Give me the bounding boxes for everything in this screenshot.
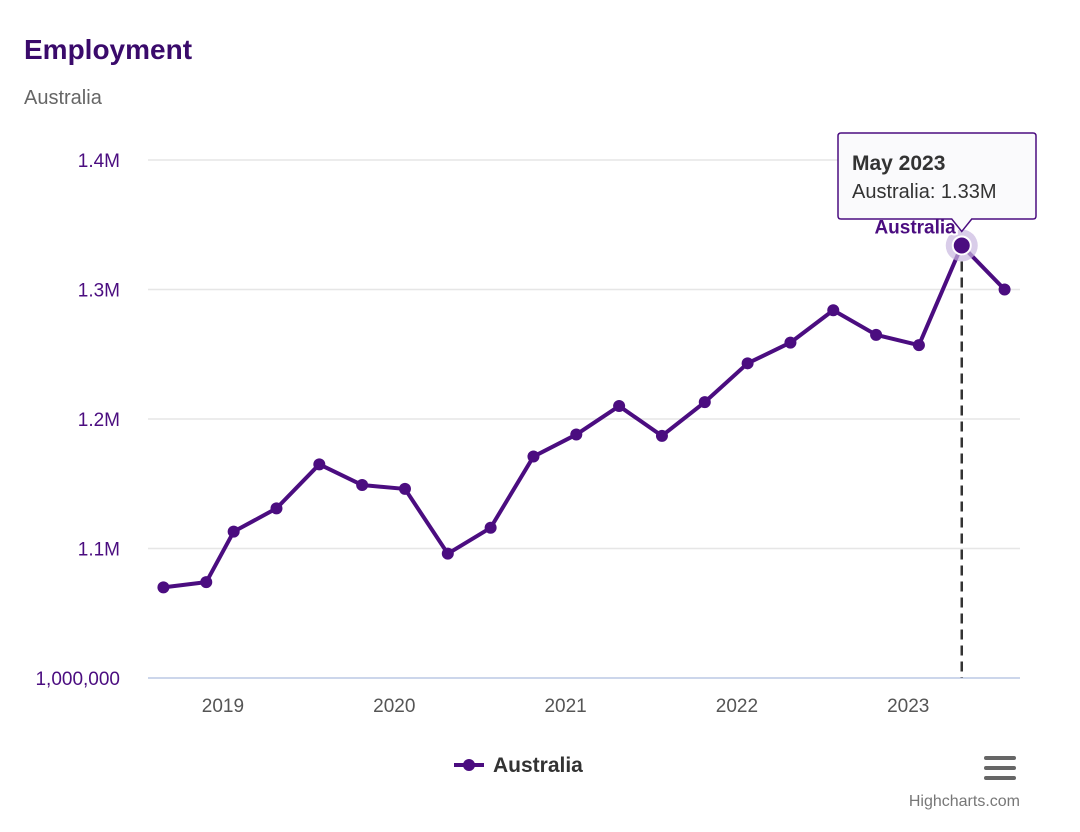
x-tick-label: 2020	[373, 696, 415, 717]
context-menu-button[interactable]	[980, 752, 1020, 784]
x-tick-label: 2022	[716, 696, 758, 717]
credits-link[interactable]: Highcharts.com	[909, 793, 1020, 810]
x-tick-label: 2019	[202, 696, 244, 717]
y-tick-label: 1.1M	[78, 540, 120, 561]
data-point[interactable]	[912, 339, 925, 352]
data-point[interactable]	[227, 525, 240, 538]
data-point[interactable]	[655, 429, 668, 442]
legend-item-australia[interactable]: Australia	[454, 754, 583, 777]
data-point[interactable]	[570, 428, 583, 441]
data-point[interactable]	[951, 235, 972, 256]
data-point[interactable]	[998, 283, 1011, 296]
y-tick-label: 1,000,000	[35, 669, 120, 690]
series-line[interactable]	[161, 243, 1007, 590]
menu-icon-bar	[984, 776, 1016, 780]
x-tick-label: 2023	[887, 696, 929, 717]
y-tick-label: 1.4M	[78, 151, 120, 172]
data-point[interactable]	[784, 336, 797, 349]
data-point[interactable]	[441, 547, 454, 560]
x-tick-label: 2021	[544, 696, 586, 717]
series-australia[interactable]: Australia	[157, 215, 1011, 594]
menu-icon-bar	[984, 756, 1016, 760]
legend-symbol-marker	[463, 759, 475, 771]
y-axis: 1,000,000 1.1M 1.2M 1.3M 1.4M	[35, 151, 120, 690]
data-point[interactable]	[313, 458, 326, 471]
chart-subtitle: Australia	[24, 87, 103, 109]
data-point[interactable]	[527, 450, 540, 463]
data-point[interactable]	[741, 357, 754, 370]
tooltip-title: May 2023	[852, 152, 945, 175]
y-tick-label: 1.2M	[78, 410, 120, 431]
chart-title: Employment	[24, 34, 192, 65]
data-point[interactable]	[613, 400, 626, 413]
data-label: Australia	[874, 217, 956, 238]
tooltip-box	[837, 132, 1037, 233]
menu-icon-bar	[984, 766, 1016, 770]
data-point[interactable]	[200, 576, 213, 589]
data-point[interactable]	[356, 479, 369, 492]
data-point[interactable]	[270, 502, 283, 515]
x-axis: 2019 2020 2021 2022 2023	[202, 696, 930, 717]
legend-label: Australia	[493, 754, 583, 777]
data-point[interactable]	[827, 304, 840, 317]
data-point[interactable]	[698, 396, 711, 409]
y-tick-label: 1.3M	[78, 281, 120, 302]
data-point[interactable]	[870, 328, 883, 341]
data-point[interactable]	[398, 482, 411, 495]
tooltip: May 2023 Australia: 1.33M	[837, 132, 1037, 233]
tooltip-body: Australia: 1.33M	[852, 181, 997, 203]
data-point[interactable]	[157, 581, 170, 594]
data-point[interactable]	[484, 521, 497, 534]
